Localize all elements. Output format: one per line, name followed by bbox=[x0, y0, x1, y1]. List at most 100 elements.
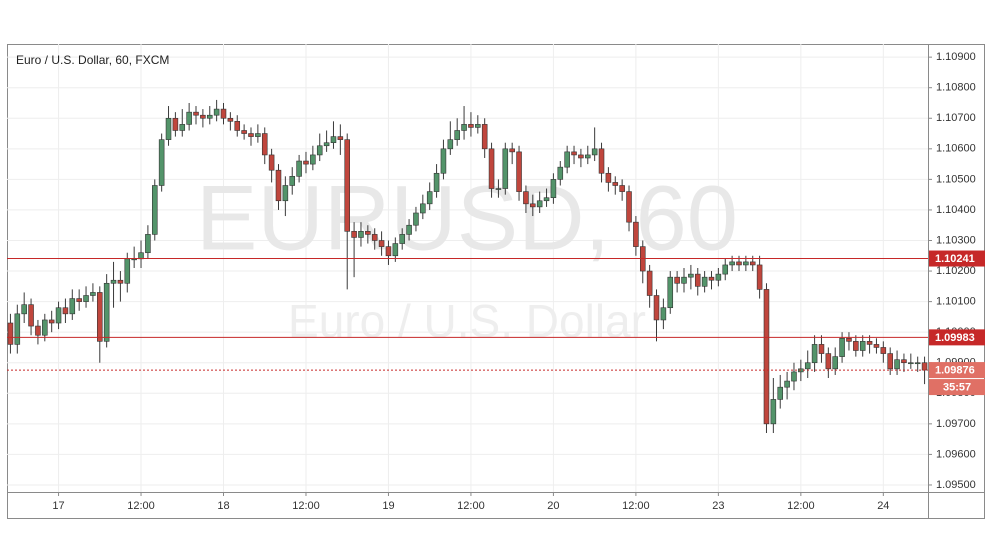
candle-body bbox=[715, 273, 722, 281]
candle-body bbox=[660, 307, 667, 321]
candle-body bbox=[633, 221, 639, 247]
candle-body bbox=[921, 362, 928, 371]
y-tick-label: 1.10600 bbox=[936, 143, 976, 155]
x-tick-label: 12:00 bbox=[787, 500, 815, 512]
candle-body bbox=[378, 240, 385, 247]
candle-body bbox=[866, 341, 873, 345]
last-price-box bbox=[929, 362, 985, 379]
candle-body bbox=[646, 270, 653, 296]
candle-body bbox=[605, 172, 612, 183]
overlay-layer: 1.095001.096001.097001.098001.099001.100… bbox=[7, 51, 985, 512]
candle-body bbox=[420, 203, 426, 214]
level-label-box bbox=[929, 250, 985, 267]
candle-body bbox=[763, 289, 770, 425]
candle-body bbox=[756, 264, 763, 290]
candle-body bbox=[784, 380, 790, 388]
candle-body bbox=[701, 276, 708, 287]
candle-body bbox=[69, 298, 76, 315]
candle-body bbox=[234, 121, 241, 131]
candle-body bbox=[571, 151, 577, 156]
x-tick-label: 24 bbox=[877, 500, 889, 512]
candle-body bbox=[21, 304, 27, 315]
candle-body bbox=[7, 322, 14, 345]
x-tick-label: 12:00 bbox=[292, 500, 320, 512]
y-tick-label: 1.10800 bbox=[936, 82, 976, 94]
candle-body bbox=[35, 325, 41, 336]
candle-body bbox=[626, 191, 632, 223]
candle-body bbox=[770, 399, 777, 425]
candle-body bbox=[138, 252, 144, 260]
candle-body bbox=[241, 130, 247, 134]
candle-body bbox=[516, 151, 522, 192]
x-tick-label: 12:00 bbox=[127, 500, 155, 512]
candle-body bbox=[585, 154, 591, 159]
candle-body bbox=[392, 243, 399, 257]
candle-body bbox=[681, 276, 687, 284]
last-price-label: 1.09876 bbox=[935, 364, 975, 376]
level-label: 1.10241 bbox=[935, 253, 975, 265]
candle-body bbox=[495, 188, 502, 190]
candle-body bbox=[344, 139, 350, 232]
candle-body bbox=[371, 234, 378, 241]
candles-layer bbox=[7, 99, 928, 434]
candle-body bbox=[777, 386, 784, 400]
candle-body bbox=[124, 258, 131, 284]
candle-body bbox=[846, 337, 852, 342]
candle-body bbox=[523, 191, 529, 205]
candle-body bbox=[351, 231, 357, 238]
candle-body bbox=[55, 307, 62, 324]
candle-body bbox=[323, 142, 330, 147]
candle-body bbox=[103, 282, 110, 342]
candle-body bbox=[502, 148, 509, 189]
candle-body bbox=[14, 313, 21, 345]
x-tick-label: 17 bbox=[52, 500, 64, 512]
candle-body bbox=[729, 261, 735, 266]
x-tick-label: 23 bbox=[712, 500, 724, 512]
candle-body bbox=[303, 160, 309, 165]
candle-body bbox=[481, 124, 488, 150]
x-tick-label: 12:00 bbox=[457, 500, 485, 512]
candle-body bbox=[578, 154, 584, 159]
y-tick-label: 1.09500 bbox=[936, 479, 976, 491]
candle-body bbox=[509, 148, 515, 153]
candle-body bbox=[873, 344, 880, 348]
candle-body bbox=[488, 148, 495, 189]
candle-body bbox=[165, 117, 172, 140]
candle-body bbox=[310, 154, 316, 165]
candle-body bbox=[151, 185, 158, 235]
candle-body bbox=[158, 139, 165, 186]
candle-body bbox=[268, 154, 275, 171]
candle-body bbox=[468, 124, 474, 128]
candle-body bbox=[914, 362, 921, 365]
candle-body bbox=[42, 319, 48, 336]
candle-body bbox=[316, 145, 323, 156]
chart-frame bbox=[7, 44, 985, 519]
y-tick-label: 1.09600 bbox=[936, 448, 976, 460]
candle-body bbox=[440, 148, 447, 174]
candle-body bbox=[186, 111, 192, 125]
candle-body bbox=[289, 176, 296, 186]
candle-body bbox=[791, 371, 797, 382]
candle-body bbox=[461, 124, 467, 131]
candle-body bbox=[117, 279, 124, 284]
watermark-subtitle: Euro / U.S. Dollar bbox=[288, 295, 646, 347]
candle-body bbox=[887, 353, 893, 370]
candle-body bbox=[282, 185, 289, 202]
candle-body bbox=[811, 344, 818, 364]
candle-body bbox=[213, 108, 220, 116]
candle-body bbox=[839, 337, 845, 357]
candle-body bbox=[694, 273, 701, 287]
candle-body bbox=[248, 133, 254, 137]
candle-body bbox=[818, 344, 825, 354]
candle-body bbox=[736, 261, 742, 266]
candle-body bbox=[200, 114, 206, 119]
candle-body bbox=[76, 298, 82, 302]
x-tick-label: 12:00 bbox=[622, 500, 650, 512]
candle-body bbox=[674, 276, 680, 284]
candle-body bbox=[172, 117, 179, 131]
candle-body bbox=[365, 231, 371, 235]
level-label: 1.09983 bbox=[935, 332, 975, 344]
candle-body bbox=[619, 185, 625, 192]
y-tick-label: 1.10700 bbox=[936, 112, 976, 124]
y-tick-label: 1.09700 bbox=[936, 418, 976, 430]
